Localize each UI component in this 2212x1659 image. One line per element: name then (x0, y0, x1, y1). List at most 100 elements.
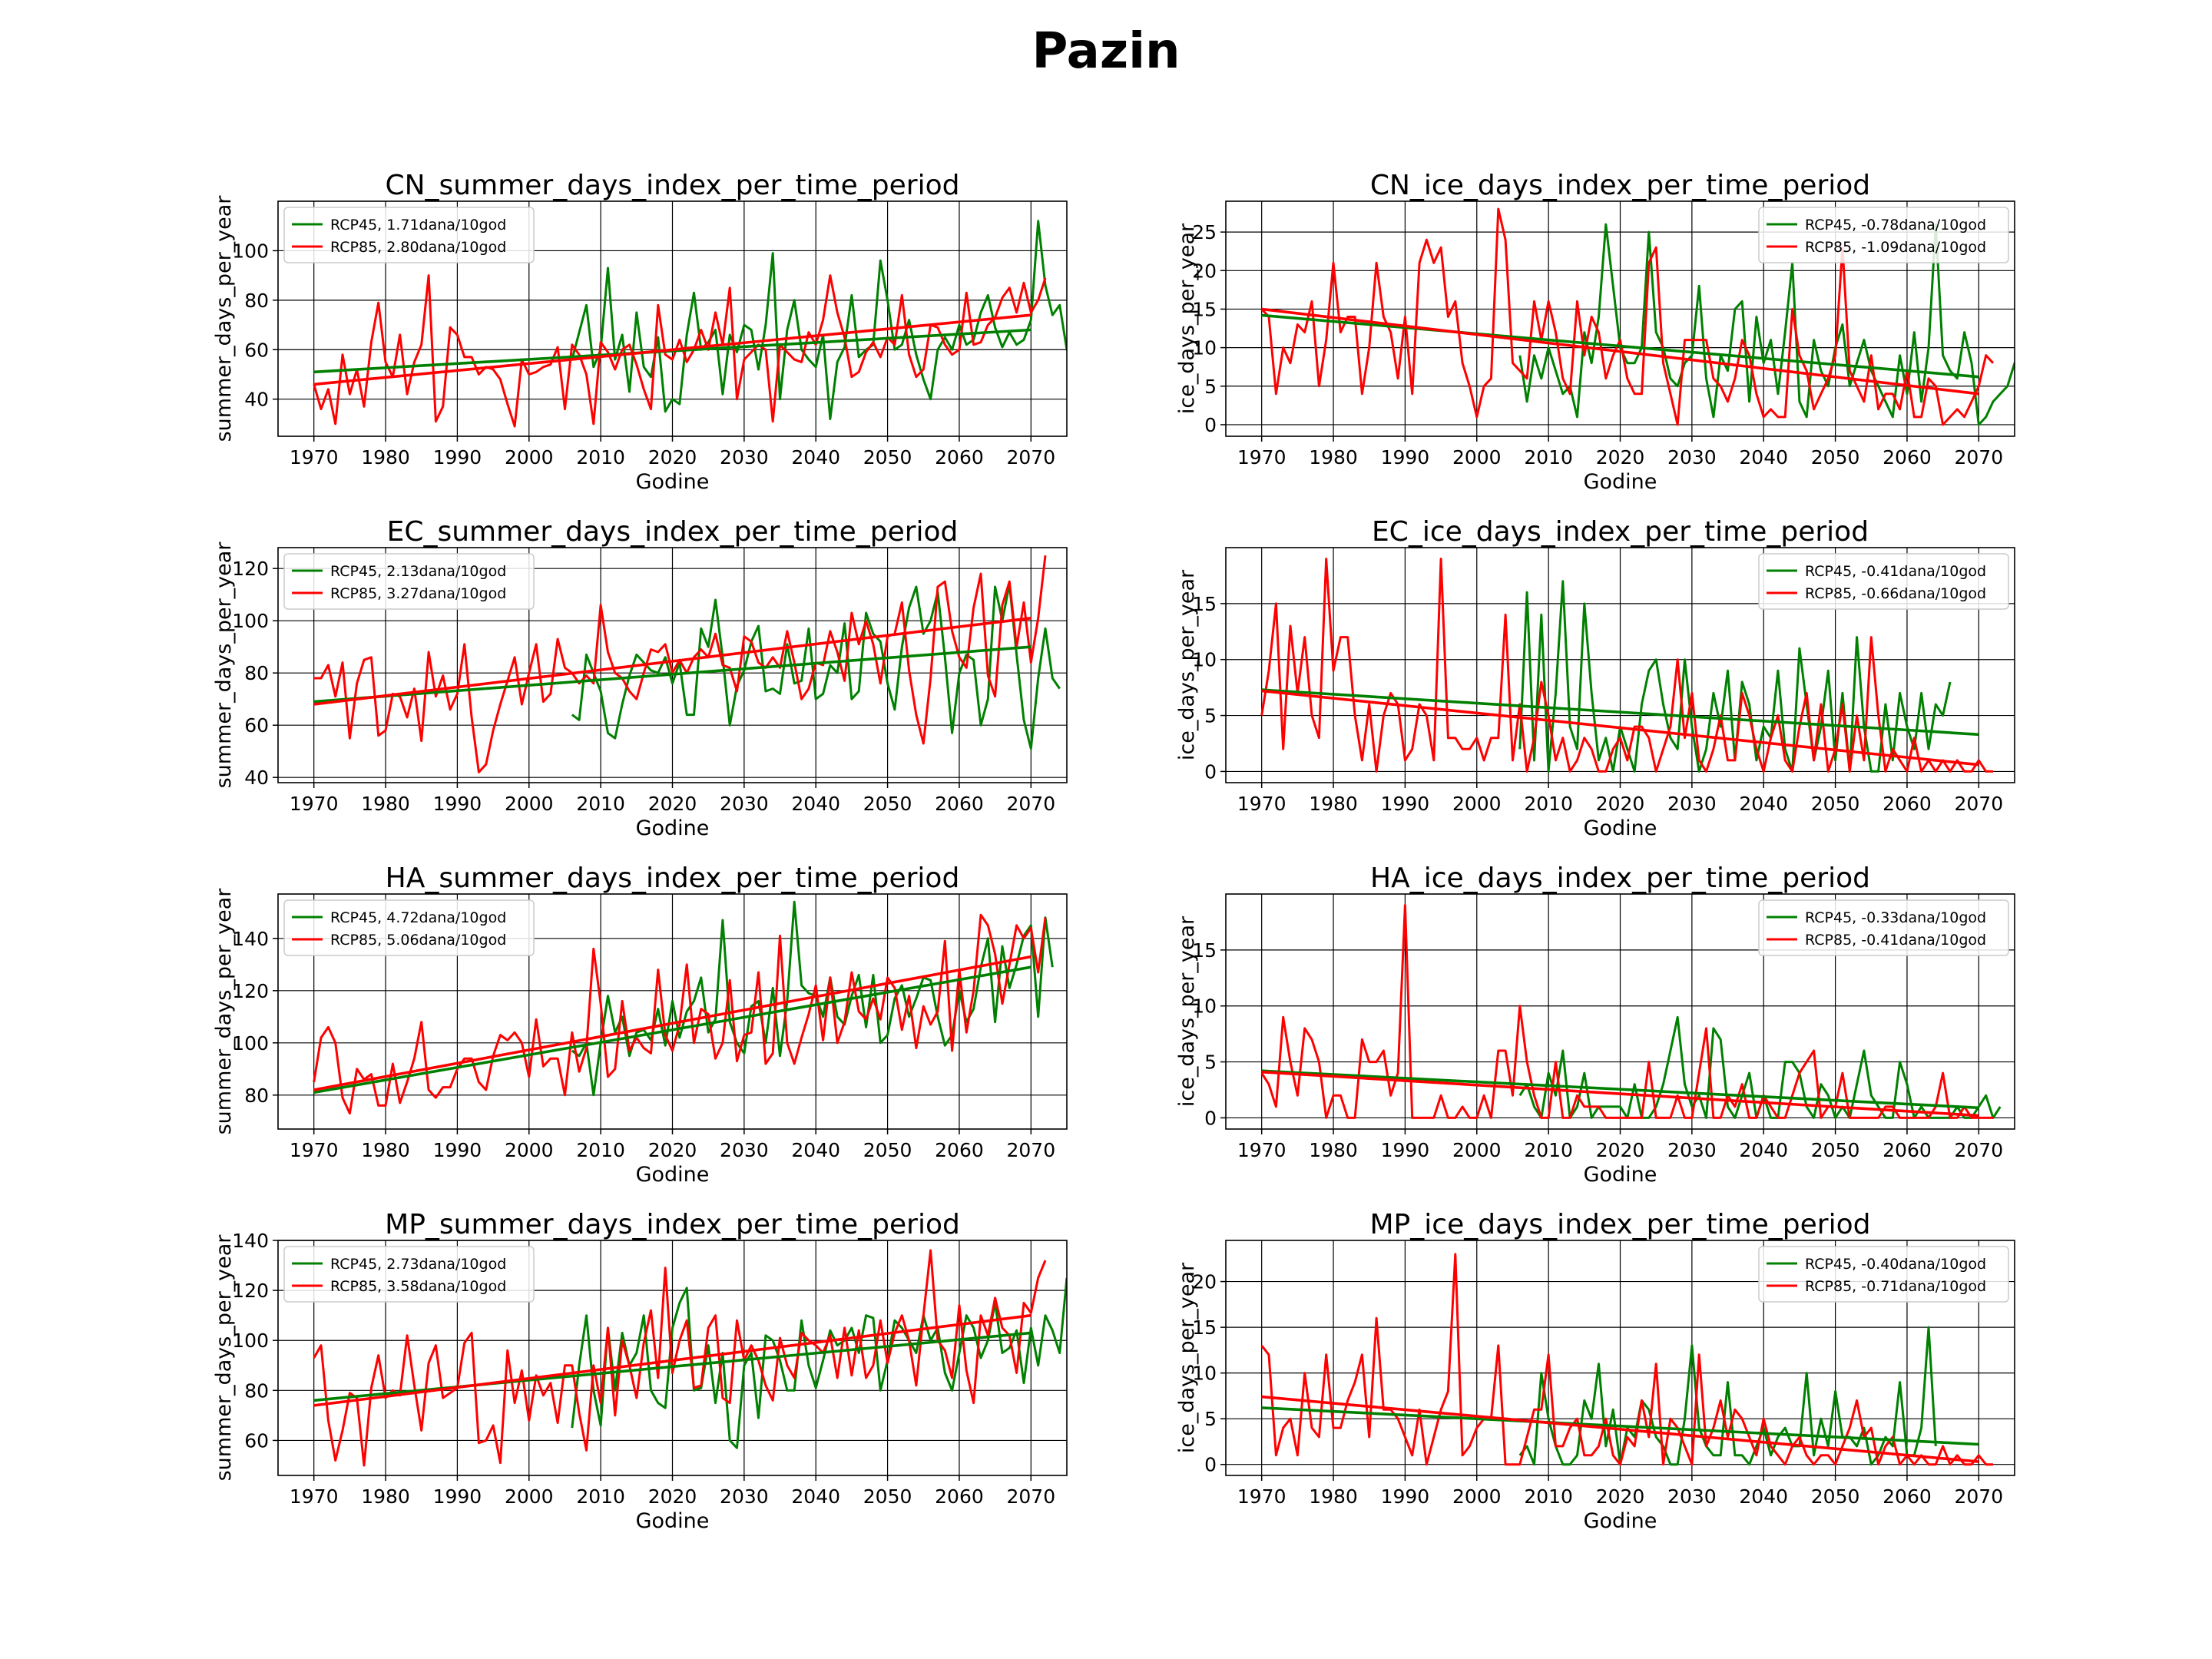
chart-6-x-tick-label: 1970 (1237, 1139, 1286, 1161)
chart-2-x-tick-label: 1990 (1381, 446, 1430, 469)
figure-title: Pazin (1031, 23, 1181, 80)
chart-3-axes-frame (277, 547, 1068, 783)
chart-3: EC_summer_days_index_per_time_period 1970… (212, 516, 1068, 840)
chart-6-y-tick-label: 0 (1204, 1107, 1217, 1129)
chart-2-x-tick-label: 2030 (1667, 446, 1717, 469)
chart-1-x-tick-label: 2070 (1007, 446, 1056, 469)
chart-4-x-axis-label: Godine (1584, 816, 1657, 840)
chart-3-legend: RCP45, 2.13dana/10god RCP85, 3.27dana/10g… (283, 553, 535, 610)
chart-4-x-tick-label: 2010 (1524, 793, 1573, 815)
chart-5-x-tick-label: 2000 (505, 1139, 554, 1161)
chart-4-x-tick-label: 2020 (1596, 793, 1645, 815)
chart-7-x-tick-label: 2030 (720, 1485, 769, 1508)
chart-5-x-tick-label: 2020 (648, 1139, 697, 1161)
chart-3-y-tick-label: 120 (232, 558, 269, 580)
chart-2-series-trend-4 (1261, 307, 1979, 396)
chart-7-x-tick-label: 1990 (433, 1485, 482, 1508)
chart-6-series-trend-4 (1261, 1070, 1979, 1118)
chart-1: CN_summer_days_index_per_time_period 1970… (212, 170, 1068, 494)
chart-7-x-tick-label: 1980 (361, 1485, 410, 1508)
chart-2-series-line-2 (1260, 207, 1995, 426)
chart-2-x-tick-label: 2060 (1883, 446, 1932, 469)
chart-3-x-tick-label: 2000 (505, 793, 554, 815)
chart-6-axes-frame (1225, 893, 2015, 1130)
chart-7-x-tick-label: 2010 (576, 1485, 625, 1508)
chart-8-x-tick-label: 1970 (1237, 1485, 1286, 1508)
chart-4-y-tick-label: 0 (1204, 760, 1217, 783)
chart-3-y-tick-label: 60 (244, 714, 269, 737)
chart-2-series-line-1 (1518, 223, 2015, 426)
chart-6-x-tick-label: 1980 (1309, 1139, 1358, 1161)
chart-5-y-tick-label: 80 (244, 1084, 269, 1107)
chart-4-y-tick-label: 5 (1204, 705, 1217, 727)
chart-1-series-trend-4 (313, 313, 1031, 386)
chart-7-y-tick-label: 80 (244, 1379, 269, 1402)
chart-2-y-tick-label: 15 (1192, 298, 1217, 320)
chart-1-series-line-2 (313, 274, 1047, 428)
chart-4-x-tick-label: 2060 (1883, 793, 1932, 815)
chart-5-y-tick-label: 100 (232, 1032, 269, 1055)
chart-8-y-tick-label: 10 (1192, 1363, 1217, 1385)
chart-5: HA_summer_days_index_per_time_period 1970… (212, 863, 1068, 1187)
chart-5-x-axis-label: Godine (636, 1163, 710, 1187)
chart-8-x-tick-label: 2070 (1955, 1485, 2004, 1508)
chart-4-series-line-1 (1518, 580, 1952, 773)
chart-1-x-axis-label: Godine (636, 470, 710, 494)
chart-2-y-tick-label: 10 (1192, 337, 1217, 359)
chart-7-y-tick-label: 140 (232, 1230, 269, 1252)
chart-8-y-tick-label: 5 (1204, 1408, 1217, 1430)
chart-7-title: MP_summer_days_index_per_time_period (385, 1209, 960, 1240)
chart-1-y-tick-label: 100 (232, 240, 269, 262)
chart-4-x-tick-label: 1990 (1381, 793, 1430, 815)
chart-8-x-tick-label: 2010 (1524, 1485, 1573, 1508)
chart-1-y-tick-label: 40 (244, 389, 269, 411)
chart-3-series-trend-4 (313, 617, 1031, 706)
chart-1-x-tick-label: 1970 (290, 446, 339, 469)
chart-3-series-trend-3 (313, 645, 1031, 704)
chart-6-title: HA_ice_days_index_per_time_period (1370, 863, 1870, 894)
chart-3-x-tick-label: 1990 (433, 793, 482, 815)
chart-2-x-tick-label: 1980 (1309, 446, 1358, 469)
chart-6-x-tick-label: 2000 (1452, 1139, 1502, 1161)
chart-4-y-tick-label: 15 (1192, 593, 1217, 615)
chart-3-x-tick-label: 2060 (935, 793, 984, 815)
chart-7-x-tick-label: 2060 (935, 1485, 984, 1508)
chart-8-x-tick-label: 2000 (1452, 1485, 1502, 1508)
chart-6-legend-label: RCP85, -0.41dana/10god (1805, 932, 1986, 949)
chart-2-x-tick-label: 2070 (1955, 446, 2004, 469)
chart-8-y-axis-label: ice_days_per_year (1175, 1262, 1199, 1453)
chart-8-x-tick-label: 2060 (1883, 1485, 1932, 1508)
chart-6-x-tick-label: 2020 (1596, 1139, 1645, 1161)
chart-8-legend-box (1758, 1246, 2009, 1303)
chart-2-title: CN_ice_days_index_per_time_period (1370, 170, 1870, 201)
chart-8-series-trend-3 (1261, 1406, 1979, 1446)
chart-3-title: EC_summer_days_index_per_time_period (387, 516, 959, 548)
chart-3-x-tick-label: 2070 (1007, 793, 1056, 815)
chart-4-axes-frame (1225, 547, 2015, 783)
chart-8-title: MP_ice_days_index_per_time_period (1370, 1209, 1871, 1240)
chart-8-x-tick-label: 2020 (1596, 1485, 1645, 1508)
chart-3-y-tick-label: 100 (232, 610, 269, 632)
chart-7-legend-label: RCP45, 2.73dana/10god (330, 1256, 506, 1273)
chart-3-legend-box (283, 553, 535, 610)
chart-5-axes-frame (277, 893, 1068, 1130)
chart-8: MP_ice_days_index_per_time_period 1970 198… (1175, 1209, 2015, 1533)
chart-7-legend-label: RCP85, 3.58dana/10god (330, 1278, 506, 1295)
chart-5-x-tick-label: 2070 (1007, 1139, 1056, 1161)
chart-4-series-trend-3 (1261, 688, 1979, 737)
chart-8-y-tick-label: 15 (1192, 1316, 1217, 1339)
chart-5-x-tick-label: 2040 (791, 1139, 840, 1161)
chart-4-x-tick-label: 2050 (1811, 793, 1860, 815)
chart-7-x-tick-label: 2000 (505, 1485, 554, 1508)
chart-8-x-tick-label: 1990 (1381, 1485, 1430, 1508)
chart-7: MP_summer_days_index_per_time_period 1970… (212, 1209, 1068, 1533)
chart-7-x-axis-label: Godine (636, 1509, 710, 1533)
chart-3-legend-label: RCP45, 2.13dana/10god (330, 563, 506, 580)
chart-6-y-tick-label: 10 (1192, 995, 1217, 1018)
chart-4-series-line-2 (1260, 558, 1993, 773)
chart-5-series-trend-3 (313, 965, 1031, 1094)
chart-5-legend: RCP45, 4.72dana/10god RCP85, 5.06dana/10g… (283, 899, 535, 956)
chart-5-x-tick-label: 1980 (361, 1139, 410, 1161)
chart-3-x-tick-label: 2040 (791, 793, 840, 815)
chart-5-y-axis-label: summer_days_per_year (212, 888, 236, 1135)
